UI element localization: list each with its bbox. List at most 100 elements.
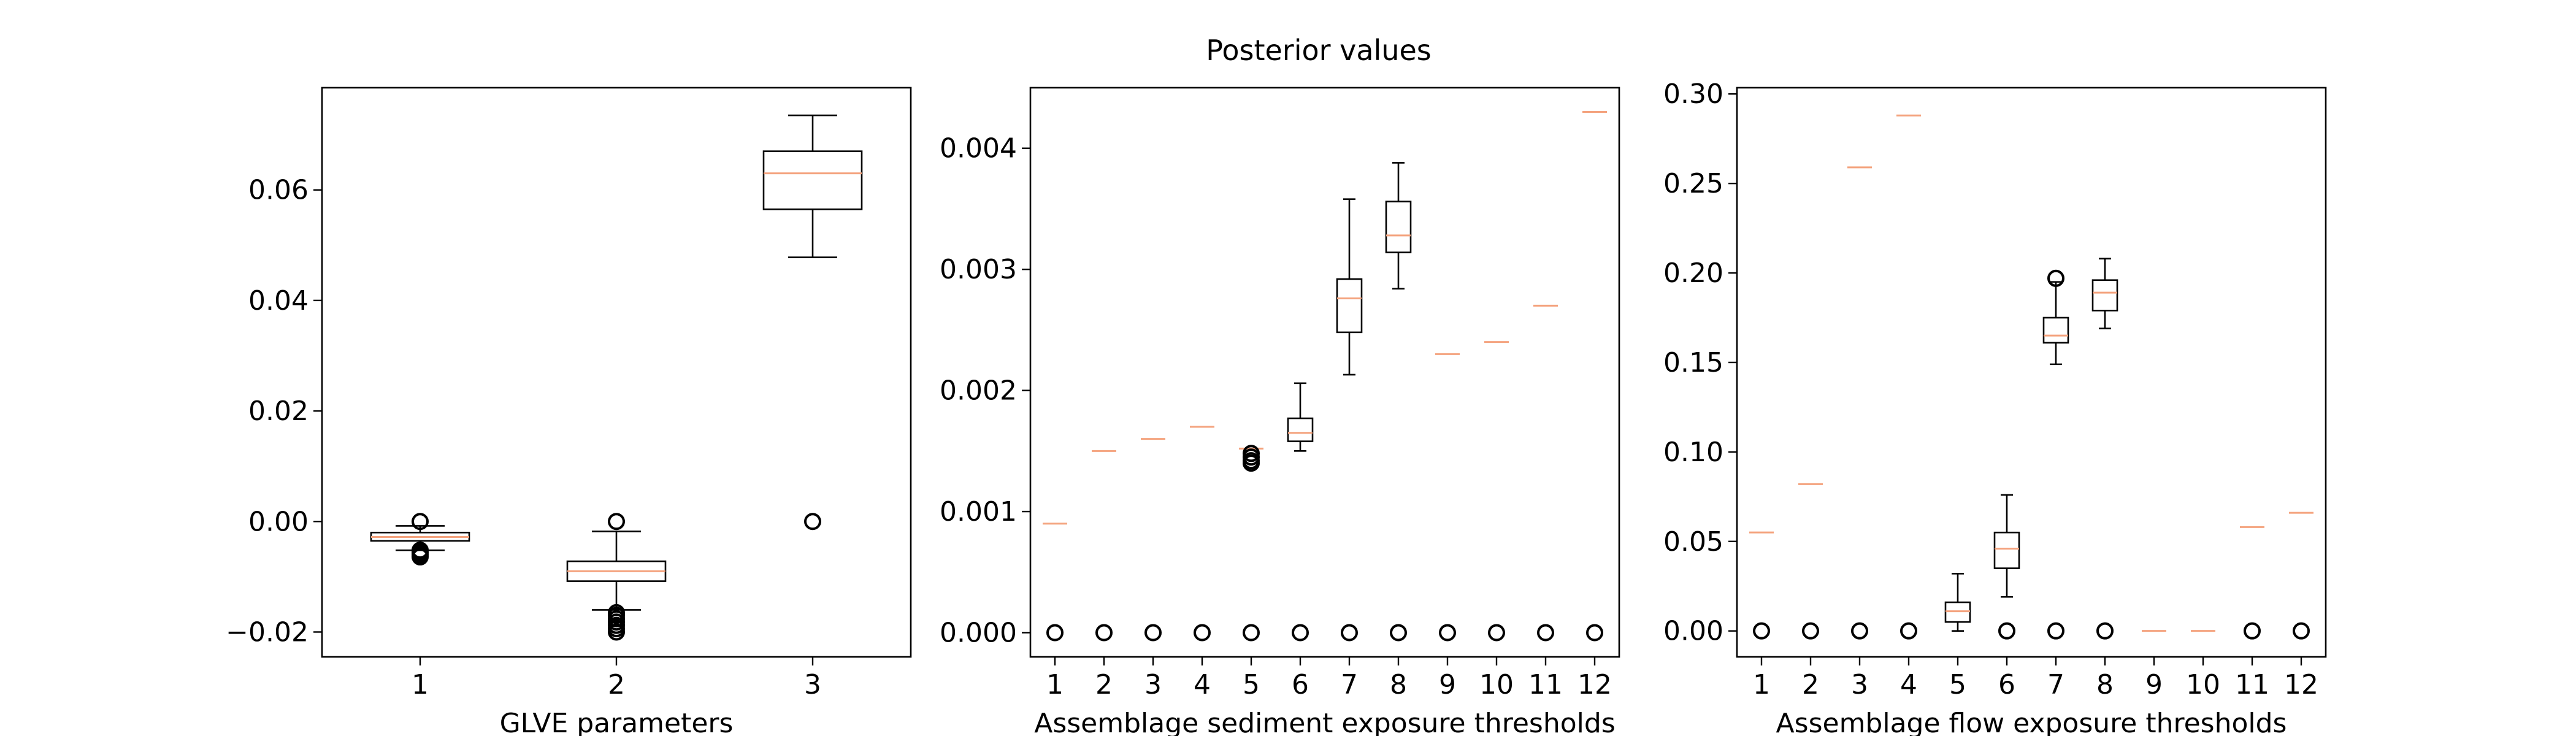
- outlier-point: [2293, 622, 2310, 640]
- y-tick-label: 0.15: [1663, 347, 1723, 378]
- x-axis-label: GLVE parameters: [500, 708, 734, 736]
- boxplot-2: [566, 513, 667, 641]
- outlier-point: [2047, 622, 2064, 640]
- axes-frame: [1736, 86, 2327, 658]
- boxplot-3: [1141, 438, 1165, 642]
- boxplot-2: [1798, 483, 1823, 640]
- iqr-box: [2091, 279, 2118, 312]
- x-tick-label: 2: [1095, 669, 1113, 700]
- x-tick-label: 9: [2145, 669, 2163, 700]
- boxplot-12: [2289, 512, 2313, 640]
- boxplot-1: [1749, 531, 1774, 640]
- iqr-box: [762, 150, 863, 210]
- iqr-box: [2042, 316, 2069, 344]
- boxplot-3: [762, 114, 863, 531]
- boxplot-7: [1336, 198, 1363, 642]
- outlier-point: [1753, 622, 1770, 640]
- boxplot-10: [1484, 341, 1509, 642]
- y-tick-label: 0.25: [1663, 168, 1723, 199]
- x-tick-label: 6: [1998, 669, 2015, 700]
- outlier-point: [2047, 269, 2064, 287]
- outlier-point: [1537, 624, 1554, 642]
- x-tick-label: 3: [1851, 669, 1868, 700]
- outlier-point: [1194, 624, 1211, 642]
- y-tick-label: 0.30: [1663, 79, 1723, 110]
- boxplot-4: [1896, 114, 1921, 640]
- outlier-point: [412, 548, 429, 565]
- boxplot-3: [1847, 166, 1872, 640]
- y-tick-label: 0.04: [248, 285, 309, 316]
- panel-flow-thresholds: 0.000.050.100.150.200.250.301 2 3 4 5 6 7 8 9 10 1…: [1663, 79, 2327, 736]
- x-tick-label: 12: [1577, 669, 1612, 700]
- y-tick-label: 0.001: [940, 496, 1017, 527]
- x-tick-label: 10: [2186, 669, 2220, 700]
- x-tick-label: 1: [1046, 669, 1064, 700]
- boxplot-8: [2091, 258, 2118, 640]
- outlier-point: [1586, 624, 1603, 642]
- outlier-point: [608, 513, 625, 531]
- x-tick-label: 10: [1479, 669, 1514, 700]
- y-tick-label: 0.003: [940, 254, 1017, 285]
- x-tick-label: 1: [1753, 669, 1770, 700]
- axes-frame: [321, 86, 912, 658]
- outlier-point: [1243, 624, 1260, 642]
- outlier-point: [1802, 622, 1819, 640]
- outlier-point: [1998, 622, 2015, 640]
- x-tick-label: 4: [1900, 669, 1917, 700]
- iqr-box: [1993, 531, 2020, 569]
- boxplot-4: [1190, 426, 1214, 642]
- boxplot-5: [1239, 445, 1263, 642]
- y-tick-label: 0.004: [940, 133, 1017, 164]
- outlier-point: [1900, 622, 1917, 640]
- boxplot-9: [1435, 353, 1460, 642]
- boxplot-1: [370, 513, 470, 565]
- x-tick-label: 11: [2235, 669, 2269, 700]
- outlier-point: [1390, 624, 1407, 642]
- outlier-point: [608, 623, 625, 641]
- y-tick-label: −0.02: [226, 616, 309, 648]
- figure-title: Posterior values: [1206, 34, 1432, 67]
- outlier-point: [1851, 622, 1868, 640]
- panel-glve-parameters: −0.02 0.00 0.02 0.04 0.06 1 2 3 GLVE parameters: [226, 86, 912, 736]
- x-tick-label: 3: [804, 669, 821, 700]
- x-tick-label: 2: [608, 669, 625, 700]
- outlier-point: [1292, 624, 1309, 642]
- outlier-point: [1341, 624, 1358, 642]
- x-axis-label: Assemblage sediment exposure thresholds: [1034, 708, 1616, 736]
- outlier-point: [412, 513, 429, 531]
- outlier-point: [1095, 624, 1113, 642]
- x-tick-label: 7: [2047, 669, 2064, 700]
- outlier-point: [1243, 454, 1260, 472]
- boxplot-11: [1533, 304, 1558, 642]
- axes-frame: [1029, 86, 1620, 658]
- x-tick-label: 5: [1949, 669, 1966, 700]
- panel-content: −0.02 0.00 0.02 0.04 0.06 1 2 3: [226, 114, 863, 700]
- x-tick-label: 2: [1802, 669, 1819, 700]
- outlier-point: [2244, 622, 2261, 640]
- boxplot-5: [1944, 573, 1971, 632]
- outlier-point: [1439, 624, 1456, 642]
- x-tick-label: 8: [2096, 669, 2114, 700]
- x-tick-label: 1: [412, 669, 429, 700]
- y-tick-label: 0.10: [1663, 437, 1723, 468]
- boxplot-6: [1993, 494, 2020, 640]
- boxplot-1: [1043, 523, 1067, 642]
- outlier-point: [804, 513, 821, 531]
- boxplot-8: [1385, 162, 1412, 642]
- boxplot-7: [2042, 269, 2069, 640]
- x-tick-label: 12: [2284, 669, 2318, 700]
- y-tick-label: 0.00: [248, 506, 309, 537]
- boxplot-2: [1092, 450, 1116, 642]
- x-tick-label: 4: [1194, 669, 1211, 700]
- x-tick-label: 5: [1243, 669, 1260, 700]
- x-tick-label: 7: [1341, 669, 1358, 700]
- iqr-box: [1336, 278, 1363, 334]
- x-tick-label: 11: [1528, 669, 1563, 700]
- y-tick-label: 0.05: [1663, 526, 1723, 558]
- y-tick-label: 0.20: [1663, 258, 1723, 289]
- boxplot-6: [1287, 382, 1314, 642]
